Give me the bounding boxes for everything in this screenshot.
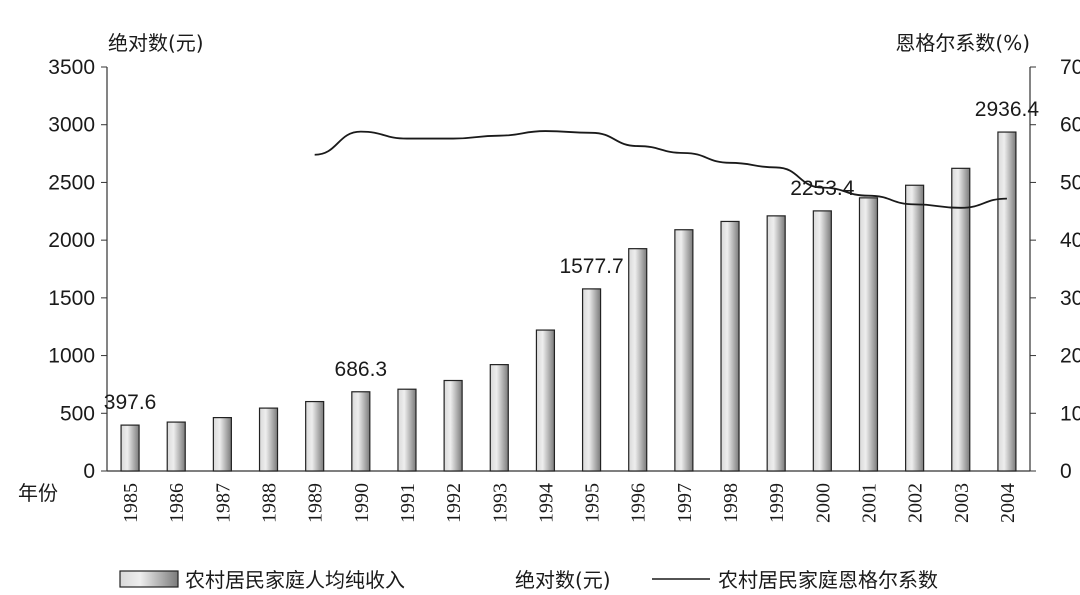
- right-tick-label: 60: [1060, 114, 1080, 137]
- bar: [397, 388, 417, 472]
- bar-series: [120, 131, 1017, 472]
- x-tick-label: 1986: [166, 483, 188, 523]
- left-tick-label: 1000: [48, 345, 95, 368]
- right-tick-label: 40: [1060, 229, 1080, 252]
- left-tick-label: 500: [60, 402, 95, 425]
- right-tick-label: 50: [1060, 171, 1080, 194]
- bar: [489, 364, 509, 472]
- bar-data-label: 2253.4: [790, 177, 855, 200]
- x-tick-label: 1987: [212, 483, 234, 523]
- left-tick-label: 0: [83, 460, 95, 483]
- x-tick-label: 1988: [259, 483, 281, 523]
- x-tick-label: 1997: [674, 483, 696, 523]
- bar-data-label: 686.3: [335, 358, 388, 381]
- x-tick-label: 2002: [905, 483, 927, 523]
- bar: [858, 197, 879, 472]
- x-tick-label: 1994: [535, 483, 557, 523]
- legend-bar-unit: 绝对数(元): [515, 568, 611, 592]
- bar: [443, 379, 463, 472]
- x-tick-label: 2000: [812, 483, 834, 523]
- legend-bar-label: 农村居民家庭人均纯收入: [185, 568, 405, 592]
- x-tick-label: 1991: [397, 483, 419, 523]
- x-axis-title: 年份: [18, 481, 58, 505]
- x-tick-label: 2003: [951, 483, 973, 523]
- left-axis-title: 绝对数(元): [108, 31, 204, 55]
- bar-data-label: 397.6: [104, 391, 157, 414]
- left-tick-label: 2000: [48, 229, 95, 252]
- left-tick-label: 3500: [48, 56, 95, 79]
- bar: [951, 167, 971, 472]
- x-tick-label: 2001: [858, 483, 880, 523]
- x-axis-ticks: 1985 1986 1987 1988 1989 1990 1991 1992 1993 1994…: [120, 483, 1019, 523]
- left-axis-ticks: 0 500 1000 1500 2000 2500 3000 3500: [48, 56, 107, 483]
- bar: [905, 184, 925, 472]
- x-tick-label: 1992: [443, 483, 465, 523]
- right-tick-label: 30: [1060, 287, 1080, 310]
- legend: 农村居民家庭人均纯收入 绝对数(元) 农村居民家庭恩格尔系数: [119, 568, 938, 592]
- x-tick-label: 1996: [628, 483, 650, 523]
- bar: [120, 424, 140, 472]
- right-tick-label: 0: [1060, 460, 1072, 483]
- bar: [212, 417, 232, 472]
- right-tick-label: 20: [1060, 345, 1080, 368]
- left-tick-label: 3000: [48, 114, 95, 137]
- line-series: [314, 130, 1007, 209]
- x-tick-label: 1998: [720, 483, 742, 523]
- bar: [997, 131, 1017, 472]
- right-tick-label: 70: [1060, 56, 1080, 79]
- x-tick-label: 1995: [582, 483, 604, 523]
- right-axis-title: 恩格尔系数(%): [895, 31, 1030, 55]
- left-tick-label: 1500: [48, 287, 95, 310]
- bar: [674, 229, 694, 472]
- data-labels: 397.6 686.3 1577.7 2253.4 2936.4: [104, 98, 1040, 414]
- bar: [535, 329, 556, 472]
- right-axis-ticks: 0 10 20 30 40 50 60 70: [1030, 56, 1080, 483]
- bar: [258, 407, 279, 472]
- x-tick-label: 1989: [305, 483, 327, 523]
- left-tick-label: 2500: [48, 171, 95, 194]
- bar: [720, 220, 740, 472]
- x-tick-label: 2004: [997, 483, 1019, 523]
- bar: [812, 210, 832, 472]
- bar-data-label: 1577.7: [559, 255, 623, 278]
- x-tick-label: 1993: [489, 483, 511, 523]
- engel-coefficient-line: [314, 130, 1007, 209]
- bar: [305, 400, 325, 472]
- legend-bar-swatch: [119, 570, 179, 588]
- bar: [351, 391, 371, 472]
- bar: [166, 421, 186, 472]
- right-tick-label: 10: [1060, 402, 1080, 425]
- bar-data-label: 2936.4: [975, 98, 1040, 121]
- bar: [581, 288, 602, 472]
- x-tick-label: 1985: [120, 483, 142, 523]
- bar: [628, 248, 648, 472]
- legend-line-label: 农村居民家庭恩格尔系数: [718, 568, 938, 592]
- x-tick-label: 1999: [766, 483, 788, 523]
- x-tick-label: 1990: [351, 483, 373, 523]
- bar: [766, 215, 786, 472]
